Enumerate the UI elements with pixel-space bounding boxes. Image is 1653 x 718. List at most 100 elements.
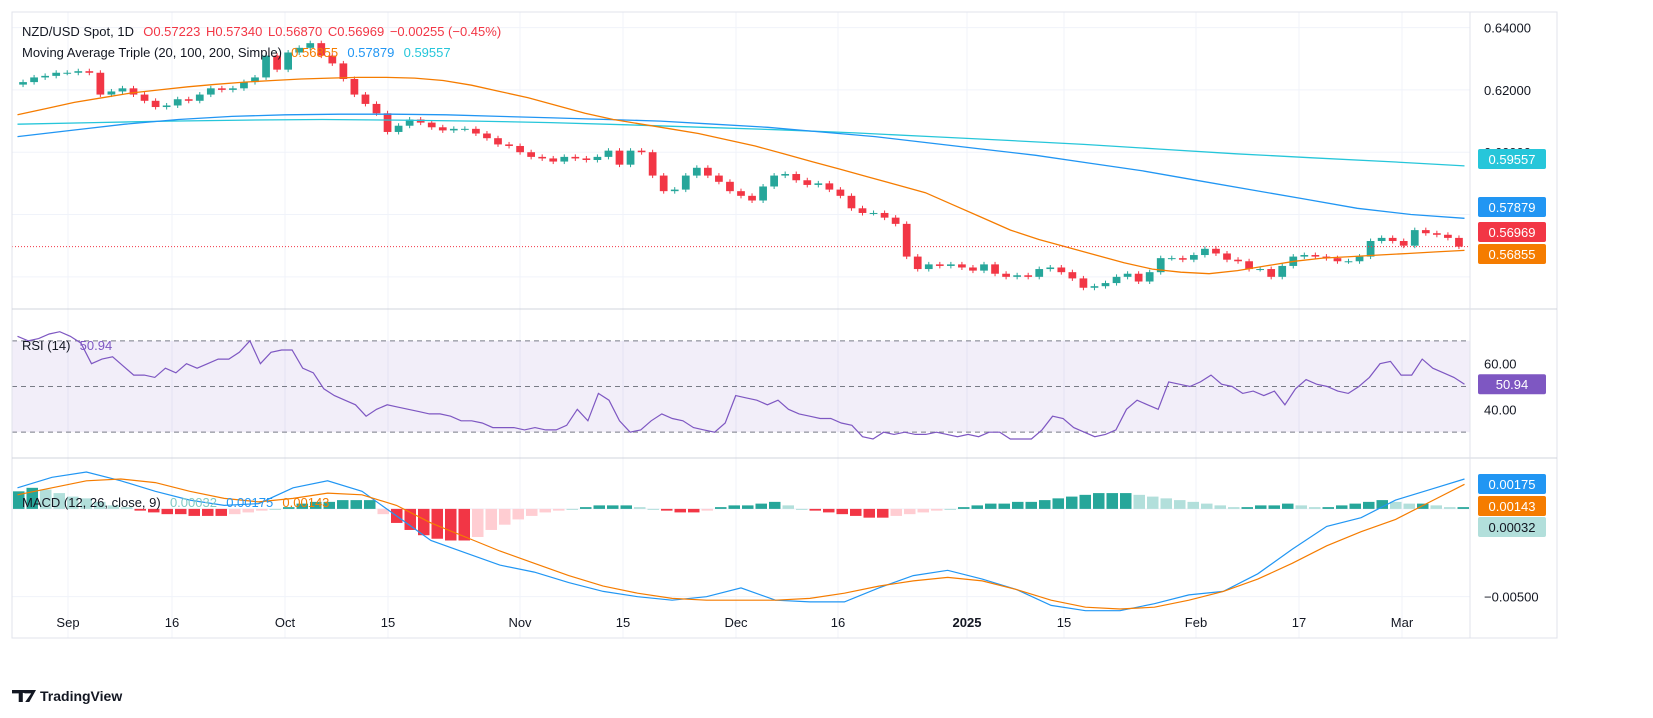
candle-body[interactable] <box>1421 230 1430 234</box>
ma-label[interactable]: Moving Average Triple (20, 100, 200, Sim… <box>22 45 282 60</box>
candle-body[interactable] <box>935 264 944 266</box>
candle-body[interactable] <box>295 47 304 53</box>
candle-body[interactable] <box>1432 233 1441 235</box>
candle-body[interactable] <box>173 99 182 106</box>
candle-body[interactable] <box>1399 241 1408 246</box>
candle-body[interactable] <box>980 264 988 271</box>
candle-body[interactable] <box>946 264 955 266</box>
candle-body[interactable] <box>1079 278 1088 288</box>
macd-line[interactable] <box>17 471 1465 612</box>
candle-body[interactable] <box>1267 269 1276 277</box>
candle-body[interactable] <box>63 72 72 74</box>
candle-body[interactable] <box>792 174 801 181</box>
candle-body[interactable] <box>317 43 326 56</box>
candle-body[interactable] <box>1046 267 1055 270</box>
candle-body[interactable] <box>449 128 458 131</box>
candle-body[interactable] <box>715 175 723 182</box>
candle-body[interactable] <box>891 217 900 224</box>
candle-body[interactable] <box>162 105 171 108</box>
candle-body[interactable] <box>958 264 966 268</box>
candle-body[interactable] <box>85 71 94 73</box>
candle-body[interactable] <box>1377 237 1386 242</box>
candle-body[interactable] <box>902 223 911 257</box>
candle-body[interactable] <box>1355 256 1364 262</box>
candle-body[interactable] <box>969 267 977 271</box>
candle-body[interactable] <box>339 63 348 79</box>
candle-body[interactable] <box>991 264 999 274</box>
candle-body[interactable] <box>1156 258 1165 273</box>
candle-body[interactable] <box>427 122 436 128</box>
rsi-pane[interactable] <box>17 331 1465 440</box>
candle-body[interactable] <box>604 150 613 157</box>
candle-body[interactable] <box>924 264 933 270</box>
candle-body[interactable] <box>560 156 569 162</box>
candle-body[interactable] <box>107 91 116 95</box>
candle-body[interactable] <box>593 156 602 160</box>
rsi-label[interactable]: RSI (14) <box>22 338 71 353</box>
ma200-line[interactable] <box>17 118 1465 167</box>
tradingview-brand[interactable]: TradingView <box>12 688 122 704</box>
candle-body[interactable] <box>1333 258 1342 262</box>
candle-body[interactable] <box>251 77 259 83</box>
candle-body[interactable] <box>1090 286 1099 288</box>
ma20-line[interactable] <box>17 76 1465 275</box>
candle-body[interactable] <box>140 94 149 101</box>
candle-body[interactable] <box>483 133 491 139</box>
candle-body[interactable] <box>1002 273 1010 277</box>
candle-body[interactable] <box>858 208 867 213</box>
candle-body[interactable] <box>1223 253 1231 260</box>
candle-body[interactable] <box>1167 258 1176 260</box>
candle-body[interactable] <box>582 158 591 160</box>
candle-body[interactable] <box>1013 275 1022 277</box>
candle-body[interactable] <box>615 150 624 165</box>
candle-body[interactable] <box>1189 255 1198 260</box>
candle-body[interactable] <box>527 152 536 157</box>
candle-body[interactable] <box>1311 255 1320 257</box>
candle-body[interactable] <box>361 94 370 104</box>
candle-body[interactable] <box>1212 248 1220 254</box>
candle-body[interactable] <box>217 88 226 90</box>
candle-body[interactable] <box>1123 273 1132 277</box>
candle-body[interactable] <box>151 100 160 108</box>
candle-body[interactable] <box>273 55 281 70</box>
candle-body[interactable] <box>328 55 337 64</box>
price-pane[interactable] <box>12 40 1470 291</box>
candle-body[interactable] <box>74 71 83 73</box>
candle-body[interactable] <box>1024 275 1033 277</box>
candle-body[interactable] <box>626 150 635 165</box>
candle-body[interactable] <box>681 175 690 190</box>
macd-signal-line[interactable] <box>17 478 1465 610</box>
candle-body[interactable] <box>1444 234 1452 238</box>
candle-body[interactable] <box>1388 237 1397 242</box>
candle-body[interactable] <box>240 82 248 89</box>
candle-body[interactable] <box>41 75 50 78</box>
candle-body[interactable] <box>96 72 105 95</box>
candle-body[interactable] <box>19 82 27 85</box>
candle-body[interactable] <box>1278 265 1287 277</box>
candle-body[interactable] <box>206 88 215 95</box>
candle-body[interactable] <box>505 144 513 146</box>
candle-body[interactable] <box>670 189 679 192</box>
candle-body[interactable] <box>759 186 767 201</box>
candle-body[interactable] <box>836 189 845 196</box>
rsi-line[interactable] <box>17 331 1465 440</box>
candle-body[interactable] <box>637 150 646 153</box>
candle-body[interactable] <box>1410 230 1419 246</box>
candle-body[interactable] <box>229 88 237 90</box>
macd-pane[interactable] <box>13 471 1469 612</box>
candle-body[interactable] <box>494 138 502 145</box>
candle-body[interactable] <box>825 183 834 190</box>
candle-body[interactable] <box>659 175 668 192</box>
macd-label[interactable]: MACD (12, 26, close, 9) <box>22 495 161 510</box>
candle-body[interactable] <box>692 167 701 176</box>
candle-body[interactable] <box>284 52 293 70</box>
candle-body[interactable] <box>1344 261 1353 263</box>
candle-body[interactable] <box>184 99 193 101</box>
candle-body[interactable] <box>847 195 856 209</box>
candle-body[interactable] <box>30 77 38 83</box>
candle-body[interactable] <box>803 180 812 185</box>
candle-body[interactable] <box>1101 283 1110 287</box>
candle-body[interactable] <box>516 145 524 153</box>
candle-body[interactable] <box>1178 258 1187 260</box>
